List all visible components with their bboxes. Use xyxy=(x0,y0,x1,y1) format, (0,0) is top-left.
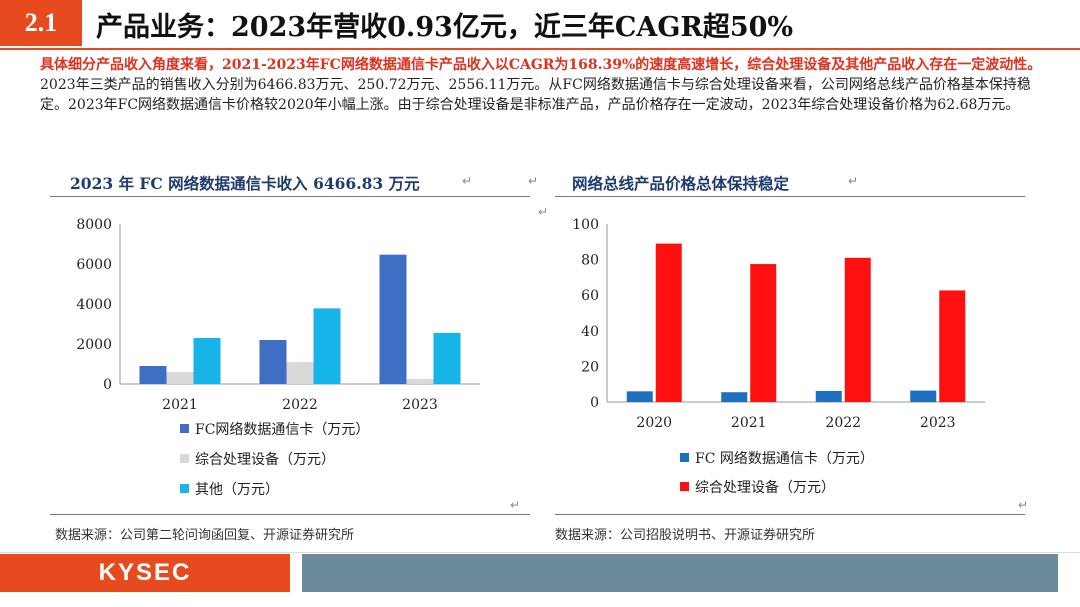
bar xyxy=(721,392,748,402)
summary-highlight: 具体细分产品收入角度来看，2021-2023年FC网络数据通信卡产品收入以CAG… xyxy=(40,57,1042,73)
bar xyxy=(655,243,682,402)
section-number: 2.1 xyxy=(0,0,82,46)
x-tick-label: 2022 xyxy=(825,415,861,431)
legend-swatch xyxy=(180,424,189,433)
x-tick-label: 2021 xyxy=(731,415,767,431)
summary-paragraph: 具体细分产品收入角度来看，2021-2023年FC网络数据通信卡产品收入以CAG… xyxy=(40,55,1050,115)
bar xyxy=(939,290,966,402)
x-tick-label: 2022 xyxy=(282,397,318,413)
x-tick-label: 2020 xyxy=(636,415,672,431)
bar xyxy=(259,340,287,384)
legend-swatch xyxy=(180,454,189,463)
legend-label: FC 网络数据通信卡（万元） xyxy=(695,451,874,467)
bar xyxy=(379,254,407,384)
left-source-divider xyxy=(50,514,530,515)
bar xyxy=(433,332,461,384)
return-mark-icon: ↵ xyxy=(510,498,521,512)
legend-swatch xyxy=(680,482,689,491)
y-tick-label: 4000 xyxy=(76,297,112,313)
bar xyxy=(139,366,167,384)
footer-band xyxy=(302,554,1058,592)
bar xyxy=(313,308,341,384)
y-tick-label: 0 xyxy=(590,395,599,411)
footer-divider xyxy=(0,552,1080,553)
x-tick-label: 2023 xyxy=(402,397,438,413)
y-tick-label: 40 xyxy=(581,324,599,340)
bar xyxy=(750,264,777,402)
right-source-divider xyxy=(555,514,1025,515)
legend-label: 综合处理设备（万元） xyxy=(195,451,335,468)
bar xyxy=(406,378,434,384)
left-source-note: 数据来源：公司第二轮问询函回复、开源证券研究所 xyxy=(55,528,355,543)
y-tick-label: 100 xyxy=(572,217,599,233)
bar xyxy=(286,362,314,384)
right-chart-title: 网络总线产品价格总体保持稳定 xyxy=(572,174,790,193)
right-title-underline xyxy=(555,196,1025,197)
header-divider xyxy=(0,48,1080,50)
bar xyxy=(844,257,871,402)
legend-label: 综合处理设备（万元） xyxy=(695,479,835,496)
bar xyxy=(626,391,653,402)
y-tick-label: 2000 xyxy=(76,337,112,353)
y-tick-label: 60 xyxy=(581,288,599,304)
return-mark-icon: ↵ xyxy=(538,205,549,219)
left-chart-title: 2023 年 FC 网络数据通信卡收入 6466.83 万元 xyxy=(70,174,420,193)
y-tick-label: 0 xyxy=(103,377,112,393)
page-title: 产品业务：2023年营收0.93亿元，近三年CAGR超50% xyxy=(96,11,794,43)
y-tick-label: 8000 xyxy=(76,217,112,233)
bar xyxy=(166,372,194,384)
x-tick-label: 2023 xyxy=(920,415,956,431)
y-tick-label: 20 xyxy=(581,359,599,375)
legend-swatch xyxy=(180,484,189,493)
left-title-underline xyxy=(50,196,530,197)
left-revenue-chart: 0 2000 4000 6000 8000 2021 2022 2023 FC网络数据通信卡（万… xyxy=(76,217,480,498)
bar xyxy=(815,390,842,402)
legend-label: 其他（万元） xyxy=(195,482,279,498)
x-tick-label: 2021 xyxy=(162,397,198,413)
bar xyxy=(910,390,937,402)
legend-label: FC网络数据通信卡（万元） xyxy=(195,422,369,438)
return-mark-icon: ↵ xyxy=(1018,498,1029,512)
right-source-note: 数据来源：公司招股说明书、开源证券研究所 xyxy=(555,528,816,543)
brand-logo: KYSEC xyxy=(0,554,290,592)
legend-swatch xyxy=(680,453,689,462)
return-mark-icon: ↵ xyxy=(848,174,859,188)
right-price-chart: 0 20 40 60 80 100 2020 2021 2022 2023 FC 网络数据通信卡（万… xyxy=(572,217,985,496)
bar xyxy=(193,338,221,384)
summary-body: 2023年三类产品的销售收入分别为6466.83万元、250.72万元、2556… xyxy=(40,77,1031,113)
y-tick-label: 80 xyxy=(581,253,599,269)
y-tick-label: 6000 xyxy=(76,257,112,273)
return-mark-icon: ↵ xyxy=(462,174,473,188)
return-mark-icon: ↵ xyxy=(528,174,539,188)
